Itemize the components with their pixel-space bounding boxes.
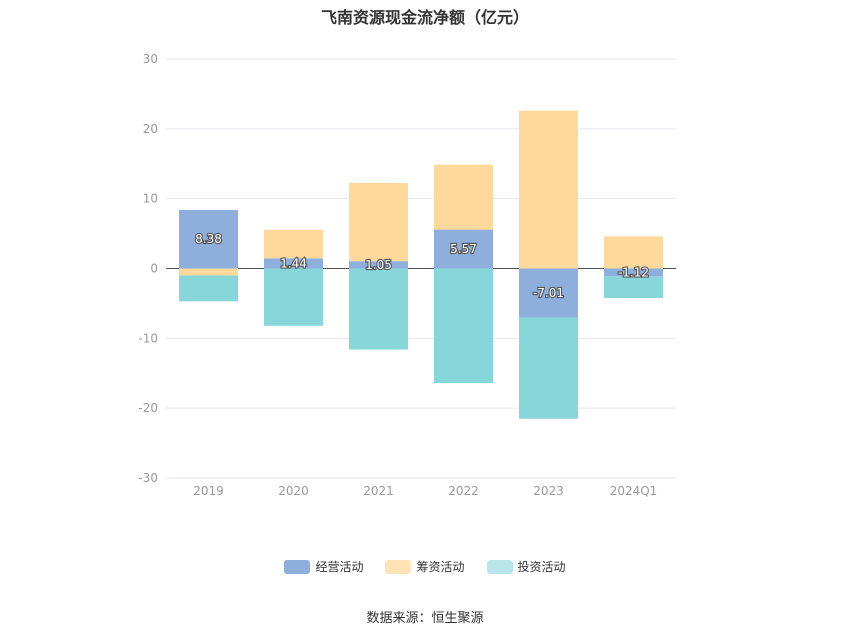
x-tick-label: 2022	[448, 484, 479, 498]
legend-swatch-operating	[284, 559, 311, 574]
bar-investing	[179, 275, 238, 302]
legend-item-financing[interactable]: 筹资活动	[385, 558, 465, 575]
y-tick-label: -20	[138, 401, 158, 415]
x-tick-label: 2020	[278, 484, 309, 498]
y-tick-label: 10	[143, 192, 158, 206]
legend-item-operating[interactable]: 经营活动	[284, 558, 363, 575]
legend-item-investing[interactable]: 投资活动	[486, 558, 566, 575]
bar-operating	[519, 268, 578, 318]
y-tick-label: -30	[138, 471, 158, 485]
y-tick-label: 30	[143, 52, 158, 66]
y-tick-label: 20	[143, 122, 158, 136]
x-tick-label: 2021	[363, 484, 394, 498]
x-tick-label: 2019	[193, 484, 224, 498]
data-label: 5.57	[450, 242, 477, 256]
bar-investing	[519, 317, 578, 419]
bar-investing	[264, 268, 323, 326]
source-note: 数据来源：恒生聚源	[366, 611, 484, 626]
bar-investing	[604, 276, 663, 298]
bar-operating	[434, 229, 493, 269]
bar-financing	[519, 110, 578, 269]
y-tick-label: 0	[150, 262, 158, 276]
bar-operating	[179, 209, 238, 269]
axis-layer: 30 20 10 0 -10 -20 -30 2019 2020 2021 2022 2023 2024…	[138, 52, 657, 498]
bar-layer	[179, 110, 663, 419]
bar-investing	[434, 268, 493, 384]
data-label: 1.05	[365, 258, 392, 272]
data-label: -7.01	[533, 286, 564, 300]
bar-operating	[349, 261, 408, 269]
data-label-layer: 8.38 1.44 1.05 5.57 -7.01 -1.12	[194, 231, 650, 301]
data-label: 1.44	[280, 256, 307, 270]
x-tick-label: 2024Q1	[610, 484, 658, 498]
bar-financing	[349, 182, 408, 262]
y-tick-label: -10	[138, 331, 158, 345]
data-label: 8.38	[195, 232, 222, 246]
bar-financing	[179, 268, 238, 276]
bar-financing	[264, 229, 323, 259]
data-label: -1.12	[618, 265, 649, 279]
bar-operating	[264, 258, 323, 269]
legend-label-financing: 筹资活动	[416, 560, 465, 574]
legend-label-operating: 经营活动	[315, 560, 364, 574]
legend: 经营活动 筹资活动 投资活动	[0, 558, 850, 575]
legend-swatch-investing	[486, 559, 513, 574]
bar-financing	[434, 164, 493, 230]
bar-operating	[604, 268, 663, 277]
legend-swatch-financing	[385, 559, 412, 574]
x-tick-label: 2023	[533, 484, 564, 498]
legend-label-investing: 投资活动	[517, 560, 566, 574]
bar-investing	[349, 268, 408, 350]
grid-layer	[166, 58, 676, 479]
chart-title: 飞南资源现金流净额（亿元）	[320, 8, 529, 27]
bar-financing	[604, 236, 663, 269]
